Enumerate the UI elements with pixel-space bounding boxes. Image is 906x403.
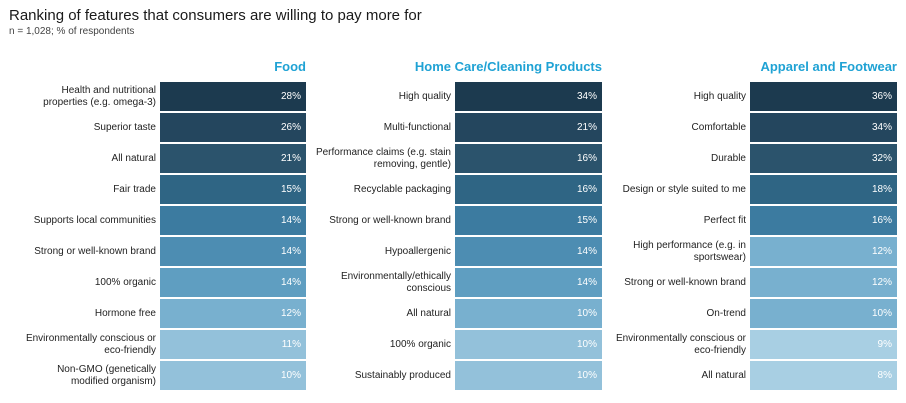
value-cell: 28% xyxy=(160,82,306,111)
row-label: Comfortable xyxy=(691,121,746,133)
value-cell: 15% xyxy=(455,206,602,235)
row-label: Recyclable packaging xyxy=(353,183,451,195)
row-label: Superior taste xyxy=(93,121,156,133)
value-cell: 10% xyxy=(455,361,602,390)
row-label: Multi-functional xyxy=(383,121,451,133)
row-label: Hypoallergenic xyxy=(384,245,451,257)
panel-title: Home Care/Cleaning Products xyxy=(414,59,602,74)
value-cell: 26% xyxy=(160,113,306,142)
chart-subtitle: n = 1,028; % of respondents xyxy=(9,26,135,37)
value-cell: 12% xyxy=(750,237,897,266)
value-cell: 34% xyxy=(750,113,897,142)
value-cell: 11% xyxy=(160,330,306,359)
row-label: Performance claims (e.g. stain removing,… xyxy=(315,146,451,170)
value-cell: 12% xyxy=(160,299,306,328)
row-label: Health and nutritional properties (e.g. … xyxy=(43,84,156,108)
value-cell: 14% xyxy=(160,268,306,297)
row-label: High quality xyxy=(398,90,451,102)
row-label: Non-GMO (genetically modified organism) xyxy=(57,363,156,387)
value-cell: 32% xyxy=(750,144,897,173)
value-cell: 16% xyxy=(455,175,602,204)
row-label: Design or style suited to me xyxy=(622,183,746,195)
value-cell: 16% xyxy=(455,144,602,173)
row-label: All natural xyxy=(406,307,451,319)
row-label: All natural xyxy=(701,369,746,381)
row-label: Strong or well-known brand xyxy=(34,245,156,257)
value-cell: 14% xyxy=(455,268,602,297)
row-label: Supports local communities xyxy=(33,214,156,226)
value-cell: 16% xyxy=(750,206,897,235)
row-label: Strong or well-known brand xyxy=(624,276,746,288)
value-cell: 15% xyxy=(160,175,306,204)
row-label: Fair trade xyxy=(113,183,156,195)
value-cell: 9% xyxy=(750,330,897,359)
value-cell: 36% xyxy=(750,82,897,111)
row-label: High quality xyxy=(693,90,746,102)
value-cell: 8% xyxy=(750,361,897,390)
value-cell: 34% xyxy=(455,82,602,111)
value-cell: 21% xyxy=(455,113,602,142)
value-cell: 10% xyxy=(455,330,602,359)
value-cell: 10% xyxy=(455,299,602,328)
panel-title: Food xyxy=(274,59,306,74)
row-label: On-trend xyxy=(706,307,746,319)
row-label: Environmentally conscious or eco-friendl… xyxy=(615,332,746,356)
row-label: Sustainably produced xyxy=(354,369,451,381)
row-label: Hormone free xyxy=(94,307,156,319)
row-label: High performance (e.g. in sportswear) xyxy=(633,239,746,263)
value-cell: 21% xyxy=(160,144,306,173)
row-label: 100% organic xyxy=(389,338,451,350)
value-cell: 10% xyxy=(160,361,306,390)
chart-title: Ranking of features that consumers are w… xyxy=(9,7,422,24)
value-cell: 10% xyxy=(750,299,897,328)
row-label: Durable xyxy=(710,152,746,164)
value-cell: 14% xyxy=(455,237,602,266)
panel-title: Apparel and Footwear xyxy=(760,59,897,74)
value-cell: 14% xyxy=(160,237,306,266)
value-cell: 18% xyxy=(750,175,897,204)
value-cell: 12% xyxy=(750,268,897,297)
row-label: 100% organic xyxy=(94,276,156,288)
row-label: All natural xyxy=(111,152,156,164)
row-label: Perfect fit xyxy=(703,214,746,226)
row-label: Environmentally conscious or eco-friendl… xyxy=(25,332,156,356)
value-cell: 14% xyxy=(160,206,306,235)
row-label: Strong or well-known brand xyxy=(329,214,451,226)
row-label: Environmentally/ethically conscious xyxy=(340,270,451,294)
